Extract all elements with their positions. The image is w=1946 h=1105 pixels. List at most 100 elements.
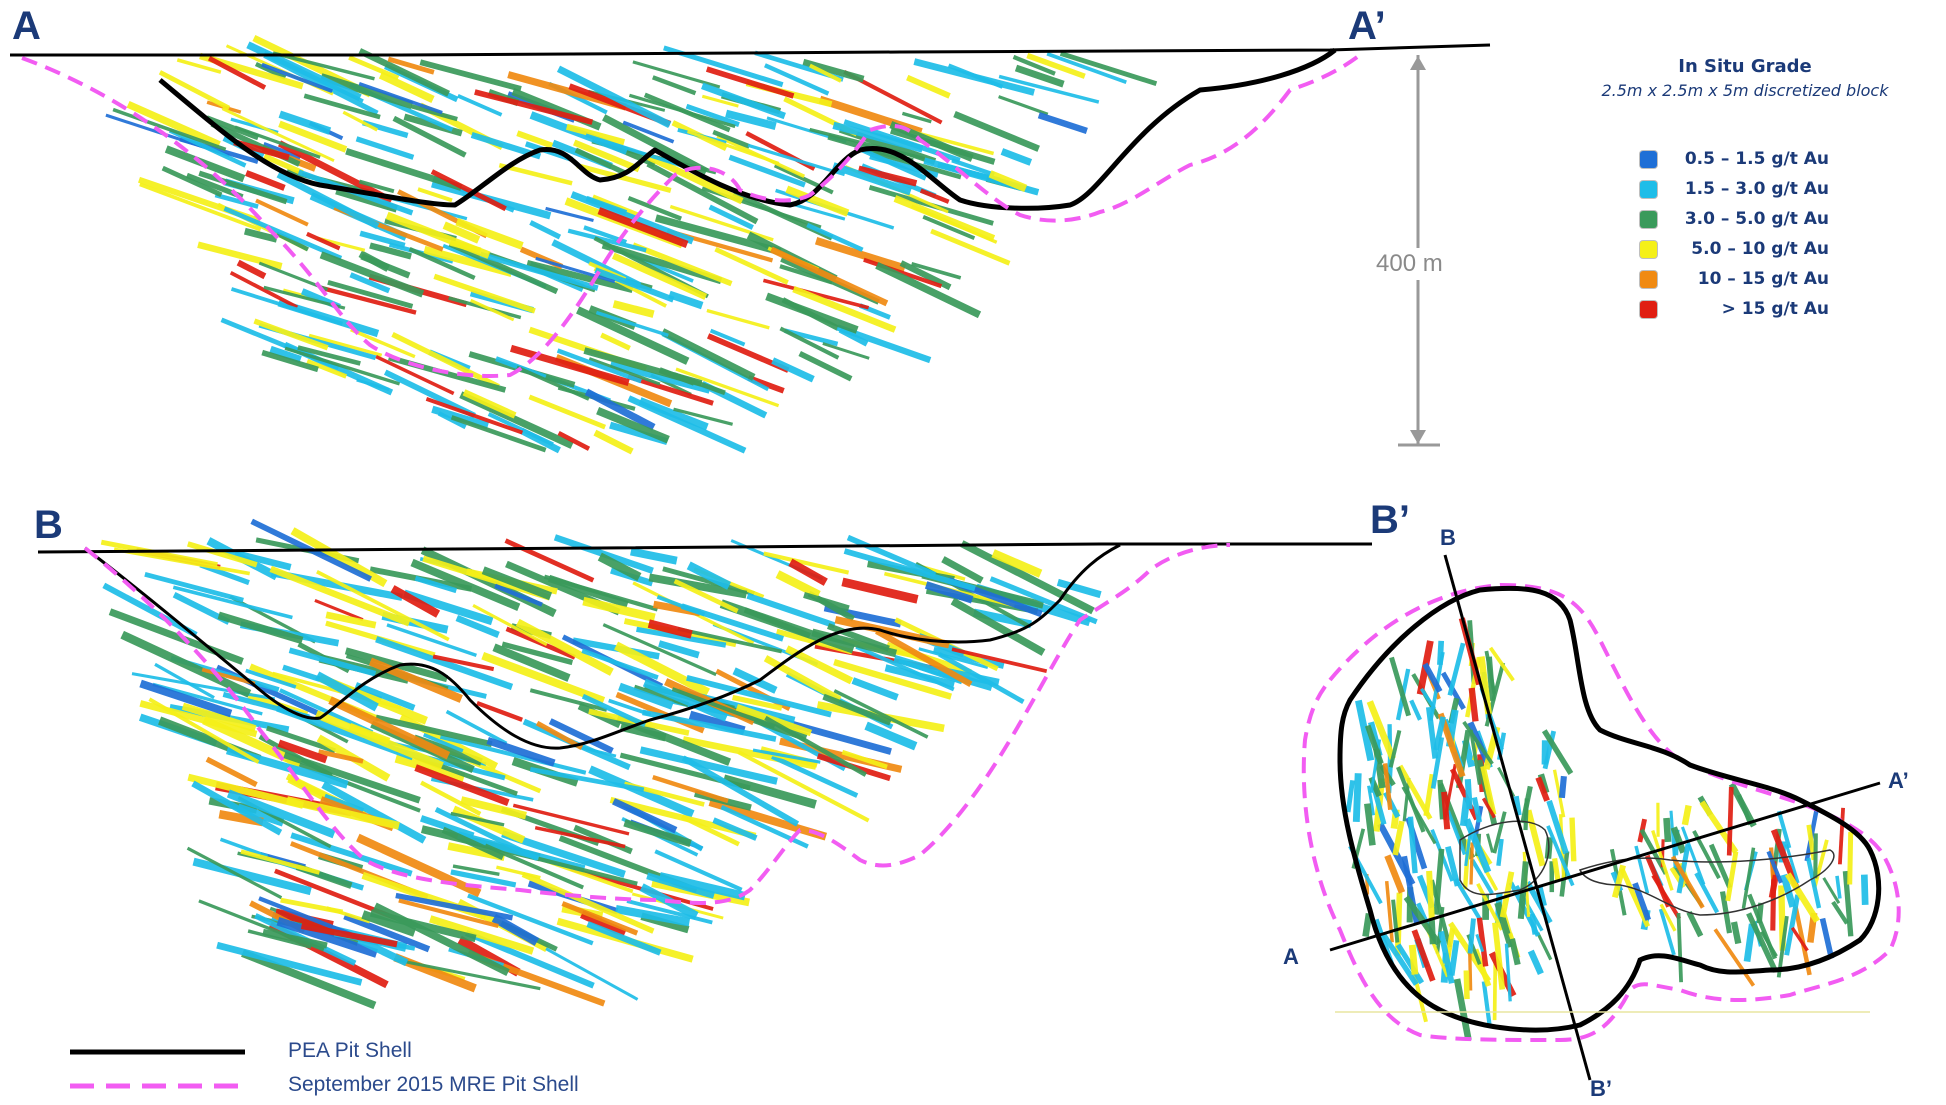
grade-block-streak bbox=[1391, 899, 1400, 943]
legend-swatch bbox=[1640, 300, 1657, 318]
grade-block-streak bbox=[1355, 699, 1375, 762]
grade-block-streak bbox=[1725, 851, 1739, 902]
plan-label-a-left: A bbox=[1283, 944, 1299, 969]
grade-block-streak bbox=[648, 573, 748, 599]
grade-block-streak bbox=[626, 899, 713, 925]
grade-block-streak bbox=[349, 272, 391, 294]
grade-block-streak bbox=[481, 651, 606, 705]
grade-block-streak bbox=[919, 188, 950, 204]
section-b-topography-line bbox=[37, 542, 1372, 554]
grade-block-streak bbox=[354, 682, 416, 711]
grade-block-streak bbox=[658, 367, 696, 386]
grade-block-streak bbox=[1670, 826, 1687, 854]
grade-block-streak bbox=[771, 357, 815, 383]
grade-block-streak bbox=[998, 74, 1100, 104]
grade-block-streak bbox=[941, 556, 984, 584]
grade-block-streak bbox=[240, 849, 320, 875]
grade-block-streak bbox=[476, 700, 523, 722]
plan-view bbox=[1301, 554, 1901, 1081]
grade-block-streak bbox=[1860, 874, 1869, 905]
grade-block-streak bbox=[1537, 885, 1547, 907]
section-a-mre-pit-shell bbox=[21, 53, 1362, 378]
grade-block-streak bbox=[827, 623, 890, 652]
section-b-pea-pit-shell bbox=[84, 543, 1121, 750]
grade-block-streak bbox=[300, 922, 398, 948]
plan-view-grade-blocks bbox=[1345, 617, 1869, 1041]
grade-block-streak bbox=[675, 367, 780, 408]
legend-item-label: 5.0 – 10 g/t Au bbox=[1691, 239, 1829, 259]
grade-block-streak bbox=[1509, 938, 1521, 966]
grade-block-streak bbox=[1438, 930, 1455, 984]
grade-block-streak bbox=[785, 185, 850, 217]
grade-block-streak bbox=[615, 691, 705, 734]
grade-block-streak bbox=[1037, 112, 1088, 134]
grade-block-streak bbox=[278, 120, 348, 153]
grade-block-streak bbox=[712, 129, 751, 149]
grade-block-streak bbox=[1396, 766, 1426, 833]
grade-block-streak bbox=[1535, 776, 1550, 802]
grade-block-streak bbox=[1422, 662, 1443, 693]
grade-block-streak bbox=[113, 547, 251, 576]
grade-block-streak bbox=[319, 251, 425, 298]
grade-block-streak bbox=[779, 326, 840, 360]
grade-block-streak bbox=[519, 427, 561, 454]
grade-block-streak bbox=[1686, 911, 1704, 938]
plan-view-mre-pit-outline bbox=[1301, 582, 1901, 1043]
grade-block-streak bbox=[131, 672, 276, 701]
grade-block-streak bbox=[283, 751, 421, 804]
grade-block-streak bbox=[673, 407, 734, 426]
grade-block-streak bbox=[297, 345, 361, 366]
legend-item: 0.5 – 1.5 g/t Au bbox=[1640, 144, 1877, 174]
grade-block-streak bbox=[593, 429, 634, 455]
grade-block-streak bbox=[677, 626, 783, 654]
grade-block-streak bbox=[565, 123, 626, 146]
grade-block-streak bbox=[832, 162, 912, 196]
grade-block-streak bbox=[612, 798, 678, 834]
pea-line-sample bbox=[70, 1049, 245, 1055]
grade-block-streak bbox=[393, 957, 541, 991]
grade-block-streak bbox=[1541, 729, 1574, 775]
grade-block-streak bbox=[1838, 807, 1845, 865]
grade-block-streak bbox=[686, 561, 732, 590]
grade-block-streak bbox=[139, 679, 233, 718]
grade-block-streak bbox=[529, 688, 608, 712]
grade-block-streak bbox=[450, 415, 547, 453]
grade-block-streak bbox=[1766, 850, 1783, 884]
grade-block-streak bbox=[434, 806, 539, 861]
grade-block-streak bbox=[567, 228, 647, 253]
grade-block-streak bbox=[1676, 913, 1683, 983]
grade-block-streak bbox=[574, 147, 628, 176]
grade-block-streak bbox=[602, 114, 709, 175]
grade-block-streak bbox=[1046, 51, 1127, 85]
plan-section-line-b bbox=[1443, 554, 1592, 1081]
grade-block-streak bbox=[652, 75, 697, 96]
grade-block-streak bbox=[988, 170, 1028, 192]
grade-block-streak bbox=[556, 65, 672, 129]
grade-block-streak bbox=[701, 94, 739, 108]
grade-block-streak bbox=[216, 941, 363, 986]
grade-block-streak bbox=[496, 865, 541, 880]
grade-block-streak bbox=[602, 623, 717, 677]
grade-block-streak bbox=[1492, 922, 1506, 990]
grade-block-streak bbox=[737, 750, 870, 823]
grade-block-streak bbox=[348, 55, 400, 81]
grade-block-streak bbox=[686, 674, 832, 718]
grade-block-streak bbox=[701, 82, 786, 120]
grade-block-streak bbox=[712, 817, 758, 841]
grade-block-streak bbox=[450, 869, 517, 888]
grade-block-streak bbox=[682, 736, 817, 770]
grade-block-streak bbox=[198, 170, 288, 205]
grade-block-streak bbox=[290, 832, 413, 877]
grade-block-streak bbox=[217, 611, 304, 645]
grade-block-streak bbox=[494, 583, 543, 607]
grade-block-streak bbox=[714, 247, 789, 285]
mre-line-sample bbox=[70, 1083, 245, 1089]
grade-block-streak bbox=[318, 749, 364, 764]
grade-block-streak bbox=[732, 694, 783, 711]
grade-block-streak bbox=[1569, 817, 1577, 862]
grade-block-streak bbox=[1496, 838, 1504, 867]
grade-block-streak bbox=[809, 63, 842, 83]
grade-block-streak bbox=[474, 89, 593, 125]
grade-block-streak bbox=[632, 60, 721, 89]
grade-block-streak bbox=[658, 640, 700, 659]
